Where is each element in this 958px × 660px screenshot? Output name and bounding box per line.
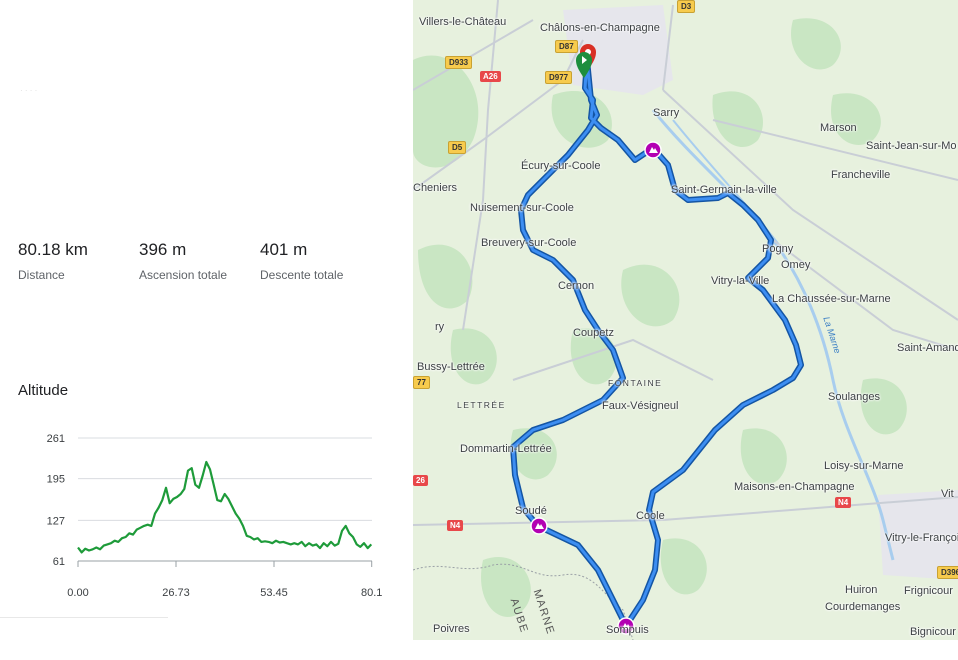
place-label: ry xyxy=(435,321,445,333)
distance-stat: 80.18 km Distance xyxy=(18,240,88,282)
place-label: Loisy-sur-Marne xyxy=(824,460,904,472)
region-label: LETTRÉE xyxy=(457,400,506,410)
road-shield: D87 xyxy=(555,40,578,53)
place-label: Nuisement-sur-Coole xyxy=(470,202,574,214)
place-label: Soudé xyxy=(515,505,547,517)
place-label: Coole xyxy=(636,510,665,522)
main-roads xyxy=(413,0,958,526)
altitude-chart[interactable]: 261 195 127 61 0.00 26.73 53.45 80.1 xyxy=(0,420,400,610)
place-label: Saint-Amand xyxy=(897,342,958,354)
place-label: Coupetz xyxy=(573,327,614,339)
place-label: Huiron xyxy=(845,584,878,596)
map-canvas[interactable] xyxy=(413,0,958,640)
place-label: Francheville xyxy=(831,169,891,181)
place-label: Villers-le-Château xyxy=(419,16,507,28)
place-label: Breuvery-sur-Coole xyxy=(481,237,577,249)
distance-label: Distance xyxy=(18,268,65,282)
place-label: Vitry-le-François xyxy=(885,532,958,544)
place-label: Maisons-en-Champagne xyxy=(734,481,855,493)
x-tick-label: 0.00 xyxy=(67,587,88,599)
altitude-title: Altitude xyxy=(18,382,69,399)
road-shield: N4 xyxy=(447,520,464,531)
divider xyxy=(0,617,168,618)
place-label: Châlons-en-Champagne xyxy=(540,22,660,34)
place-label: Bignicour xyxy=(910,626,956,638)
descent-label: Descente totale xyxy=(260,268,344,282)
ascent-value: 396 m xyxy=(139,240,187,259)
forest-areas xyxy=(413,18,907,617)
place-label: Vit xyxy=(941,488,954,500)
place-label: Poivres xyxy=(433,623,470,635)
peak-marker xyxy=(530,517,548,535)
peak-marker xyxy=(644,141,662,159)
road-shield: D3 xyxy=(677,0,696,13)
place-label: Soulanges xyxy=(828,391,880,403)
y-tick-label: 61 xyxy=(53,556,65,568)
place-label: Cheniers xyxy=(413,182,458,194)
place-label: Saint-Germain-la-ville xyxy=(671,184,777,196)
bottom-strip xyxy=(0,640,958,660)
place-label: Frignicour xyxy=(904,585,953,597)
place-label: Cernon xyxy=(558,280,595,292)
region-label: FONTAINE xyxy=(608,378,663,388)
road-shield: D933 xyxy=(445,56,473,69)
altitude-line xyxy=(77,460,373,554)
place-label: Écury-sur-Coole xyxy=(521,160,601,172)
ascent-label: Ascension totale xyxy=(139,268,228,282)
place-label: Bussy-Lettrée xyxy=(417,361,485,373)
marne-river xyxy=(651,109,895,561)
descent-value: 401 m xyxy=(260,240,308,259)
ascent-stat: 396 m Ascension totale xyxy=(139,240,227,282)
department-boundary xyxy=(413,563,634,640)
place-label: Omey xyxy=(781,259,811,271)
x-tick-labels: 0.00 26.73 53.45 80.1 xyxy=(67,587,382,599)
place-label: Faux-Vésigneul xyxy=(602,400,679,412)
y-tick-label: 127 xyxy=(47,515,65,527)
canal xyxy=(672,119,784,251)
x-tick-label: 26.73 xyxy=(162,587,190,599)
road-shield: D5 xyxy=(448,141,467,154)
road-shield: 26 xyxy=(413,475,428,486)
place-label: Marson xyxy=(820,122,857,134)
start-pin xyxy=(576,52,592,78)
route-stats-panel: · · · · 80.18 km Distance 396 m Ascensio… xyxy=(0,0,413,640)
x-tick-label: 53.45 xyxy=(260,587,288,599)
x-tick-marks xyxy=(77,561,373,567)
place-label: Pogny xyxy=(762,243,794,255)
road-shield: D977 xyxy=(545,71,573,84)
chart-grid xyxy=(78,437,372,562)
x-tick-label: 80.1 xyxy=(361,587,382,599)
y-tick-label: 261 xyxy=(47,433,65,445)
place-label: Dommartin-Lettrée xyxy=(460,443,552,455)
distance-value: 80.18 km xyxy=(18,240,88,259)
faded-header-text: · · · · xyxy=(20,86,38,95)
descent-stat: 401 m Descente totale xyxy=(260,240,343,282)
y-tick-labels: 261 195 127 61 xyxy=(47,433,65,568)
road-shield: 77 xyxy=(413,376,430,389)
place-label: La Chaussée-sur-Marne xyxy=(772,293,891,305)
peak-marker xyxy=(617,617,635,635)
place-label: Sompuis xyxy=(606,624,649,636)
road-shield: A26 xyxy=(480,71,501,82)
road-shield: N4 xyxy=(835,497,852,508)
route-map[interactable]: Villers-le-Château Châlons-en-Champagne … xyxy=(413,0,958,640)
place-label: Sarry xyxy=(653,107,680,119)
place-label: Courdemanges xyxy=(825,601,901,613)
y-tick-label: 195 xyxy=(47,474,65,486)
route-line-inner xyxy=(511,58,803,628)
place-label: Vitry-la-Ville xyxy=(711,275,770,287)
road-shield: D396 xyxy=(937,566,958,579)
place-label: Saint-Jean-sur-Mo xyxy=(866,140,957,152)
